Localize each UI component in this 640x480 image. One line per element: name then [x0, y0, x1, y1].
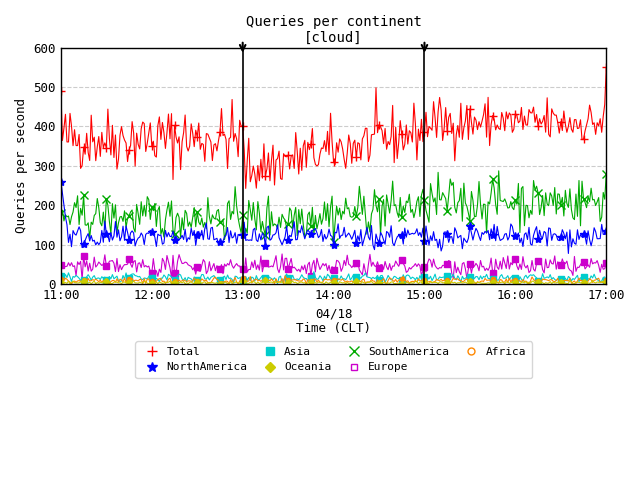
Oceania	[57, 279, 65, 285]
Asia	[602, 278, 610, 284]
SouthAmerica	[602, 171, 610, 177]
Line: Asia: Asia	[61, 272, 606, 284]
Total	[159, 120, 166, 125]
Africa	[57, 276, 65, 282]
NorthAmerica	[602, 228, 610, 233]
Europe	[401, 263, 408, 269]
Asia	[401, 276, 408, 281]
NorthAmerica	[72, 232, 80, 238]
Legend: Total, NorthAmerica, Asia, Oceania, SouthAmerica, Europe, Africa: Total, NorthAmerica, Asia, Oceania, Sout…	[136, 341, 532, 378]
Europe	[602, 261, 610, 266]
Line: Europe: Europe	[61, 254, 606, 280]
Oceania	[389, 279, 397, 285]
Line: Oceania: Oceania	[61, 280, 606, 284]
Africa	[68, 281, 76, 287]
Line: SouthAmerica: SouthAmerica	[61, 171, 606, 242]
Asia	[539, 271, 547, 276]
NorthAmerica	[367, 223, 375, 228]
Total	[602, 64, 610, 70]
Y-axis label: Queries per second: Queries per second	[15, 98, 28, 233]
NorthAmerica	[386, 234, 394, 240]
Oceania	[539, 280, 547, 286]
Africa	[602, 277, 610, 283]
Oceania	[160, 280, 168, 286]
NorthAmerica	[536, 228, 543, 233]
Asia	[57, 273, 65, 278]
Asia	[72, 273, 80, 278]
Total	[242, 185, 250, 191]
SouthAmerica	[399, 203, 407, 209]
Europe	[57, 262, 65, 268]
Europe	[539, 267, 547, 273]
Asia	[389, 276, 397, 282]
Europe	[160, 259, 168, 264]
Europe	[371, 263, 378, 269]
Africa	[281, 273, 289, 279]
Oceania	[262, 277, 269, 283]
SouthAmerica	[369, 206, 377, 212]
NorthAmerica	[564, 251, 572, 256]
Europe	[72, 273, 80, 278]
Africa	[401, 277, 408, 283]
Africa	[539, 276, 547, 282]
Africa	[389, 277, 397, 283]
SouthAmerica	[72, 204, 80, 210]
SouthAmerica	[159, 226, 166, 231]
Oceania	[371, 281, 378, 287]
Oceania	[66, 281, 74, 287]
Total	[399, 147, 407, 153]
SouthAmerica	[495, 168, 502, 174]
Europe	[78, 277, 86, 283]
Total	[387, 133, 395, 139]
Title: Queries per continent
[cloud]: Queries per continent [cloud]	[246, 15, 422, 45]
SouthAmerica	[387, 198, 395, 204]
Total	[369, 132, 377, 137]
Asia	[159, 276, 166, 281]
NorthAmerica	[159, 241, 166, 247]
Africa	[160, 278, 168, 284]
Total	[57, 88, 65, 94]
NorthAmerica	[57, 179, 65, 184]
Total	[72, 143, 80, 148]
SouthAmerica	[330, 240, 337, 245]
Africa	[371, 278, 378, 284]
NorthAmerica	[398, 232, 406, 238]
Oceania	[74, 280, 81, 286]
Africa	[74, 278, 81, 284]
Asia	[310, 269, 317, 275]
Line: NorthAmerica: NorthAmerica	[61, 181, 606, 253]
Europe	[278, 251, 286, 257]
Total	[537, 121, 545, 127]
Oceania	[401, 281, 408, 287]
Oceania	[602, 279, 610, 285]
Asia	[371, 276, 378, 281]
Europe	[389, 263, 397, 269]
Asia	[274, 281, 282, 287]
X-axis label: 04/18
Time (CLT): 04/18 Time (CLT)	[296, 307, 371, 336]
Line: Africa: Africa	[61, 276, 606, 284]
Line: Total: Total	[61, 67, 606, 188]
SouthAmerica	[57, 210, 65, 216]
SouthAmerica	[539, 192, 547, 198]
